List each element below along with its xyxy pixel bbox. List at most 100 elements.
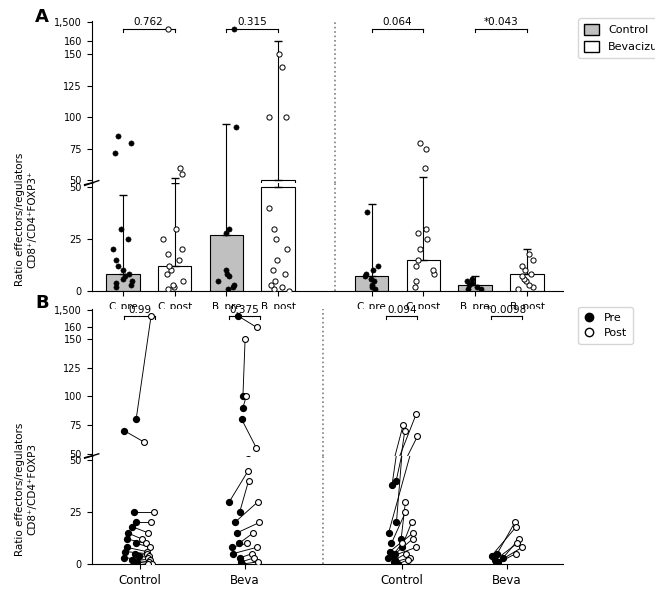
Point: [387, 551, 398, 560]
Bar: [407, 225, 440, 244]
Point: [128, 559, 139, 569]
Bar: [510, 274, 544, 291]
Point: [232, 489, 242, 499]
Point: [476, 238, 486, 247]
Point: [143, 553, 153, 563]
Point: [415, 120, 426, 130]
Point: [145, 518, 156, 527]
Point: [407, 493, 418, 502]
Point: [253, 497, 263, 506]
Point: [228, 236, 238, 246]
Point: [383, 489, 394, 499]
Point: [143, 506, 153, 516]
Text: Stroma: Stroma: [428, 328, 471, 341]
Point: [141, 549, 152, 559]
Point: [119, 503, 129, 512]
Point: [175, 161, 185, 171]
Point: [528, 220, 538, 230]
Point: [224, 224, 234, 233]
Point: [220, 265, 231, 275]
Point: [238, 403, 248, 413]
Point: [111, 220, 121, 230]
Point: [387, 502, 398, 511]
Point: [127, 276, 138, 286]
Point: [427, 226, 438, 236]
Point: [491, 506, 501, 516]
Point: [229, 484, 240, 493]
Text: *0.0098: *0.0098: [486, 305, 527, 315]
Point: [413, 255, 423, 265]
Point: [111, 236, 122, 246]
Point: [252, 557, 263, 567]
Point: [511, 549, 521, 559]
Text: 0.315: 0.315: [238, 17, 267, 28]
Point: [163, 249, 174, 259]
Text: Ratio effectors/regulators
CD8⁺/CD4⁺FOXP3⁺: Ratio effectors/regulators CD8⁺/CD4⁺FOXP…: [16, 152, 37, 286]
Point: [400, 472, 411, 481]
Point: [113, 131, 123, 141]
Point: [427, 265, 438, 275]
Point: [228, 500, 238, 510]
Point: [236, 393, 247, 403]
Text: B: B: [35, 294, 48, 312]
Point: [143, 489, 153, 499]
Point: [129, 507, 140, 517]
Point: [369, 276, 379, 286]
Point: [360, 230, 370, 239]
Point: [271, 208, 281, 217]
Point: [134, 551, 144, 560]
Point: [144, 557, 155, 567]
Point: [393, 559, 403, 569]
Point: [269, 201, 280, 211]
Point: [169, 236, 179, 246]
Point: [162, 269, 172, 279]
Point: [421, 130, 432, 140]
Point: [528, 255, 538, 265]
Point: [405, 553, 416, 563]
Point: [487, 502, 497, 511]
Point: [237, 506, 248, 516]
Point: [144, 505, 155, 515]
Point: [272, 255, 282, 265]
Point: [401, 549, 411, 559]
Legend: Pre, Post: Pre, Post: [578, 307, 633, 344]
Bar: [355, 235, 388, 244]
Point: [127, 555, 138, 565]
Point: [236, 505, 246, 515]
Point: [373, 224, 383, 233]
Point: [137, 493, 147, 502]
Point: [421, 234, 432, 244]
Point: [411, 542, 421, 552]
Text: 0.064: 0.064: [383, 17, 412, 28]
Point: [243, 476, 253, 486]
Point: [476, 284, 486, 294]
Point: [362, 191, 373, 200]
Point: [121, 542, 132, 552]
Point: [243, 455, 253, 464]
Text: A: A: [35, 8, 49, 26]
Point: [284, 286, 295, 296]
Point: [400, 414, 410, 424]
Point: [282, 214, 292, 223]
Point: [231, 122, 242, 132]
Point: [237, 559, 248, 569]
Point: [527, 282, 538, 292]
Point: [413, 228, 423, 238]
Point: [252, 323, 262, 332]
Point: [124, 269, 134, 279]
Point: [466, 274, 477, 283]
Point: [178, 233, 188, 242]
Point: [420, 161, 430, 171]
Point: [252, 542, 262, 552]
Point: [400, 478, 411, 487]
Point: [396, 542, 407, 552]
Point: [406, 484, 417, 493]
Point: [222, 269, 233, 279]
Point: [251, 445, 261, 455]
Bar: [106, 274, 140, 291]
Point: [141, 499, 152, 509]
Point: [373, 261, 383, 271]
Point: [149, 478, 159, 487]
Point: [408, 489, 419, 499]
Point: [126, 137, 137, 147]
